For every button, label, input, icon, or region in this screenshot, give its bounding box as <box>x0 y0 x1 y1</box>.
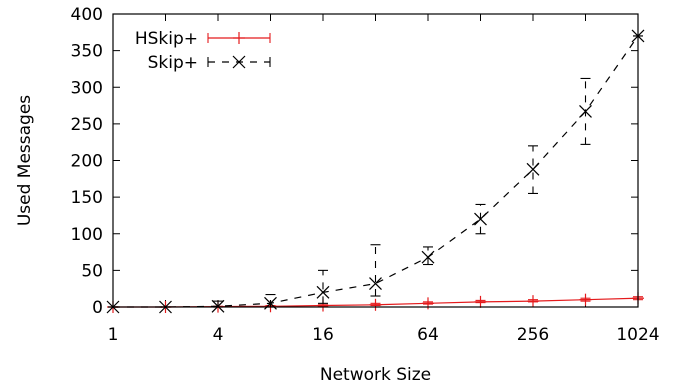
y-tick-label: 0 <box>92 298 103 318</box>
legend-label: HSkip+ <box>135 29 198 49</box>
x-tick-label: 1 <box>108 325 119 345</box>
legend: HSkip+ Skip+ <box>135 29 271 73</box>
data-point <box>579 104 592 118</box>
y-tick-label: 50 <box>81 261 103 281</box>
plot-frame <box>112 13 639 308</box>
y-tick-label: 100 <box>71 225 103 245</box>
x-tick-label: 4 <box>213 325 224 345</box>
x-tick-label: 1024 <box>616 325 659 345</box>
data-point <box>474 212 487 226</box>
y-axis-label: Used Messages <box>15 95 35 226</box>
y-tick-label: 200 <box>71 152 103 172</box>
legend-entry: HSkip+ <box>135 29 271 49</box>
legend-entry: Skip+ <box>148 53 271 73</box>
data-point <box>526 162 540 176</box>
x-tick-label: 256 <box>517 325 549 345</box>
y-tick-label: 150 <box>71 188 103 208</box>
data-point <box>316 285 330 299</box>
y-tick-label: 400 <box>71 5 103 25</box>
y-tick-label: 350 <box>71 42 103 62</box>
data-point <box>369 277 382 290</box>
data-point <box>421 250 435 264</box>
data-point <box>211 299 225 313</box>
legend-label: Skip+ <box>148 53 198 73</box>
x-tick-label: 64 <box>417 325 439 345</box>
x-tick-label: 16 <box>312 325 334 345</box>
y-tick-label: 250 <box>71 115 103 135</box>
ticks-layer: 0 50 100 150 200 250 300 350 400 1 4 16 64 256 1024 <box>71 5 660 345</box>
y-tick-label: 300 <box>71 78 103 98</box>
legend-marker <box>232 55 246 69</box>
x-axis-label: Network Size <box>320 365 431 385</box>
